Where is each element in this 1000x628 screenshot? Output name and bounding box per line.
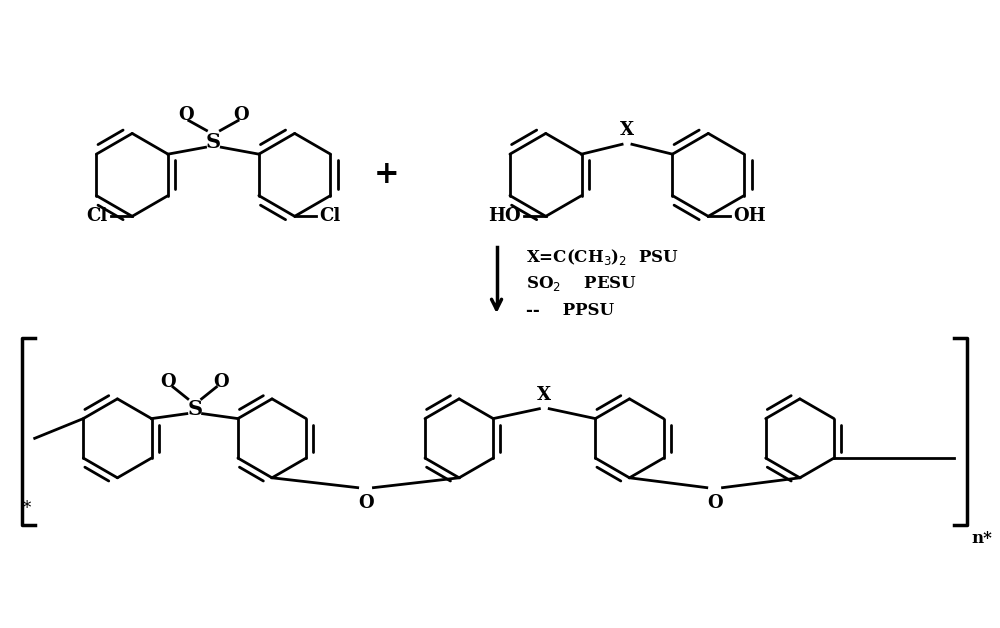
Text: *: * [23,501,31,517]
Text: n*: n* [971,530,992,547]
Text: O: O [160,373,176,391]
Text: Cl: Cl [86,207,108,225]
Text: +: + [373,160,399,190]
Text: X: X [620,121,634,139]
Text: Cl: Cl [319,207,341,225]
Text: S: S [206,133,221,153]
Text: OH: OH [733,207,766,225]
Text: --    PPSU: -- PPSU [526,301,614,318]
Text: O: O [233,106,249,124]
Text: O: O [213,373,229,391]
Text: S: S [187,399,202,419]
Text: X=C(CH$_3$)$_2$  PSU: X=C(CH$_3$)$_2$ PSU [526,247,679,267]
Text: HO: HO [489,207,521,225]
Text: X: X [537,386,551,404]
Text: SO$_2$    PESU: SO$_2$ PESU [526,274,637,293]
Text: O: O [178,106,194,124]
Text: O: O [358,494,373,512]
Text: O: O [707,494,722,512]
